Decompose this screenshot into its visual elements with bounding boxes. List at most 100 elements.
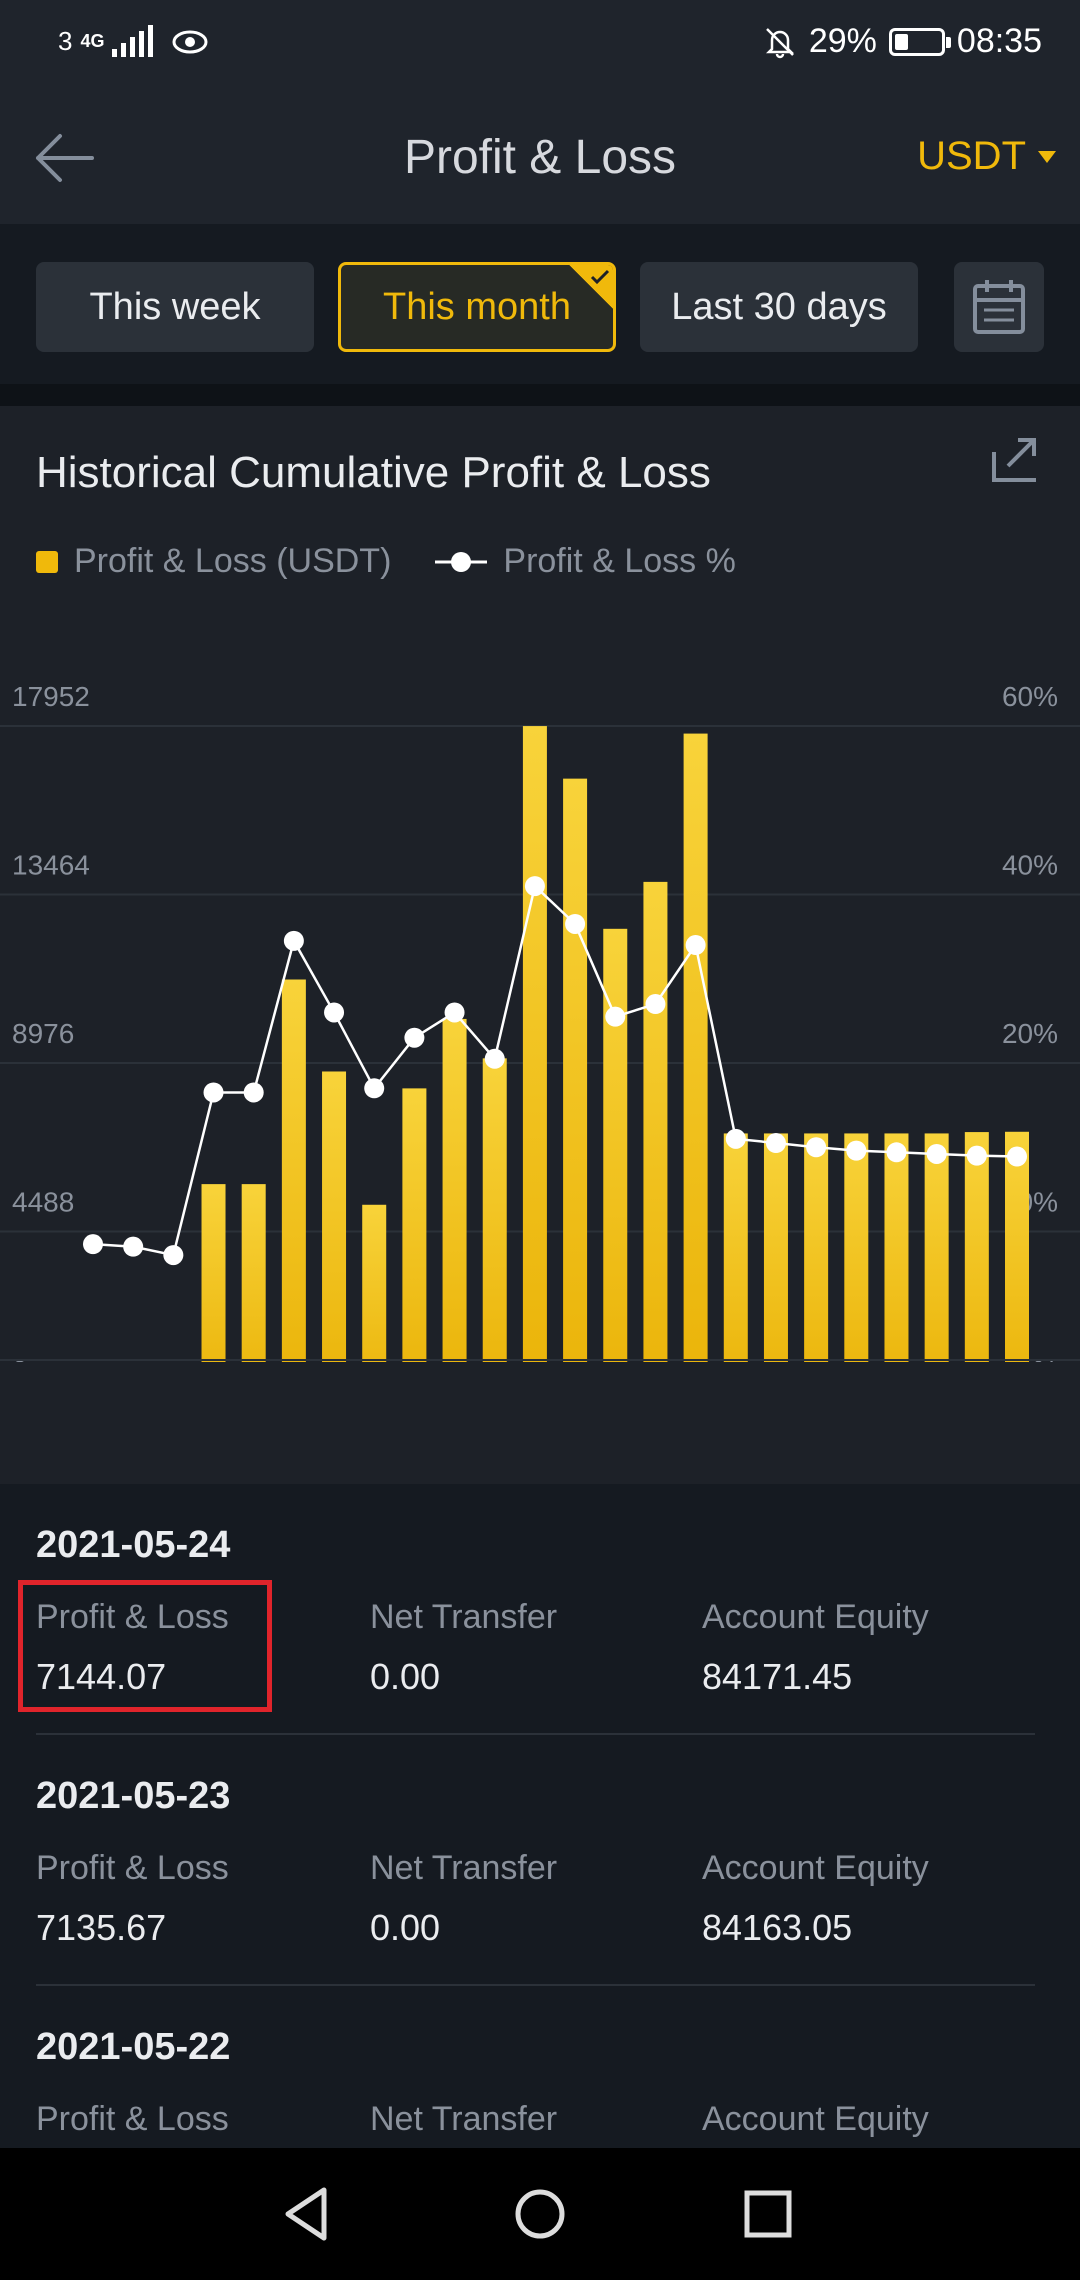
line-point [283, 930, 304, 951]
network-indicator: 4G [80, 31, 105, 51]
account-equity-label: Account Equity [702, 2100, 929, 2138]
bar [643, 881, 668, 1362]
bar [442, 1018, 467, 1362]
daily-records-list: 2021-05-24 Profit & Loss Net Transfer Ac… [0, 1484, 1080, 2148]
status-left: 3 4G [58, 24, 209, 57]
pnl-label: Profit & Loss [36, 2100, 229, 2138]
net-transfer-value: 0.00 [370, 1907, 441, 1948]
y-right-tick-label: 20% [1002, 1018, 1058, 1049]
tab-label: Last 30 days [671, 285, 887, 328]
record-date: 2021-05-24 [36, 1524, 231, 1566]
bar [402, 1088, 427, 1362]
bar [1005, 1131, 1029, 1362]
bar [804, 1133, 829, 1362]
pnl-value: 7135.67 [36, 1907, 167, 1948]
line-point [364, 1078, 385, 1099]
line-point [806, 1137, 827, 1158]
nav-back-icon[interactable] [272, 2178, 344, 2250]
pnl-label: Profit & Loss [36, 1849, 229, 1887]
legend-bar-label: Profit & Loss (USDT) [74, 542, 392, 580]
expand-icon[interactable] [990, 434, 1040, 484]
chart-legend: Profit & Loss (USDT) Profit & Loss % [36, 542, 736, 581]
line-point [685, 935, 706, 956]
bar [482, 1058, 507, 1362]
battery-icon [888, 27, 951, 56]
calendar-icon [973, 280, 1025, 334]
line-point [846, 1140, 867, 1161]
line-point [444, 1002, 465, 1023]
net-transfer-label: Net Transfer [370, 2100, 558, 2138]
tab-label: This week [89, 285, 261, 328]
selected-check-icon [569, 265, 613, 309]
tab-label: This month [383, 285, 571, 328]
net-transfer-label: Net Transfer [370, 1598, 558, 1636]
calendar-button[interactable] [954, 262, 1044, 352]
bar [603, 928, 628, 1362]
record-row[interactable]: 2021-05-23 Profit & Loss Net Transfer Ac… [0, 1735, 1080, 1986]
nav-home-icon[interactable] [504, 2178, 576, 2250]
record-row[interactable]: 2021-05-24 Profit & Loss Net Transfer Ac… [0, 1484, 1080, 1735]
status-bar: 3 4G 29% 08:35 [0, 0, 1080, 92]
account-equity-value: 84163.05 [702, 1907, 853, 1948]
bar [201, 1184, 226, 1362]
y-left-tick-label: 4488 [12, 1187, 74, 1218]
signal-icon [112, 24, 154, 57]
bar [322, 1071, 347, 1362]
period-tabs: This week This month Last 30 days [0, 224, 1080, 384]
bar [763, 1133, 788, 1362]
bar [683, 733, 708, 1362]
line-point [484, 1048, 505, 1069]
back-arrow-icon[interactable] [30, 128, 96, 188]
line-point [725, 1128, 746, 1149]
bar [964, 1132, 989, 1362]
battery-percent: 29% [808, 22, 877, 60]
clock: 08:35 [956, 22, 1042, 60]
record-row[interactable]: 2021-05-22 Profit & Loss Net Transfer Ac… [0, 1986, 1080, 2148]
line-point [324, 1002, 345, 1023]
line-point [886, 1142, 907, 1163]
record-date: 2021-05-22 [36, 2026, 231, 2068]
section-divider [0, 384, 1080, 406]
legend-line-swatch [435, 551, 488, 572]
line-point [203, 1082, 224, 1103]
bell-muted-icon [765, 27, 794, 58]
caret-down-icon [1038, 150, 1056, 163]
page-title: Profit & Loss [403, 131, 677, 184]
bar [884, 1133, 909, 1362]
net-transfer-label: Net Transfer [370, 1849, 558, 1887]
tab-last-30-days[interactable]: Last 30 days [640, 262, 918, 352]
line-point [1007, 1146, 1027, 1167]
pnl-label: Profit & Loss [36, 1598, 229, 1636]
y-right-tick-label: 60% [1002, 681, 1058, 712]
line-point [765, 1133, 786, 1154]
line-point [83, 1234, 103, 1255]
bar [241, 1184, 266, 1362]
chart-title: Historical Cumulative Profit & Loss [36, 448, 711, 497]
tab-this-month[interactable]: This month [338, 262, 616, 352]
tab-this-week[interactable]: This week [36, 262, 314, 352]
account-equity-value: 84171.45 [702, 1656, 853, 1697]
bar [924, 1133, 949, 1362]
bar [362, 1204, 387, 1362]
highlight-box [18, 1580, 272, 1712]
account-equity-label: Account Equity [702, 1849, 929, 1887]
y-right-tick-label: 40% [1002, 850, 1058, 881]
y-left-tick-label: 17952 [12, 681, 90, 712]
nav-recents-icon[interactable] [732, 2178, 804, 2250]
legend-line-label: Profit & Loss % [503, 542, 736, 580]
line-point [565, 913, 586, 934]
pnl-chart: 1795260%1346440%897620%44880%0-20%2021-0… [0, 681, 1080, 1362]
currency-selector[interactable]: USDT [917, 134, 1056, 179]
line-point [524, 876, 545, 897]
line-point [163, 1245, 184, 1266]
bar [563, 778, 588, 1362]
bar [723, 1133, 748, 1362]
y-left-tick-label: 13464 [12, 850, 90, 881]
currency-label: USDT [917, 134, 1026, 178]
bar [281, 979, 306, 1362]
sim-indicator: 3 [58, 26, 73, 56]
line-point [243, 1082, 264, 1103]
account-equity-label: Account Equity [702, 1598, 929, 1636]
legend-bar-swatch [36, 550, 58, 573]
pnl-value: 7144.07 [36, 1656, 167, 1697]
